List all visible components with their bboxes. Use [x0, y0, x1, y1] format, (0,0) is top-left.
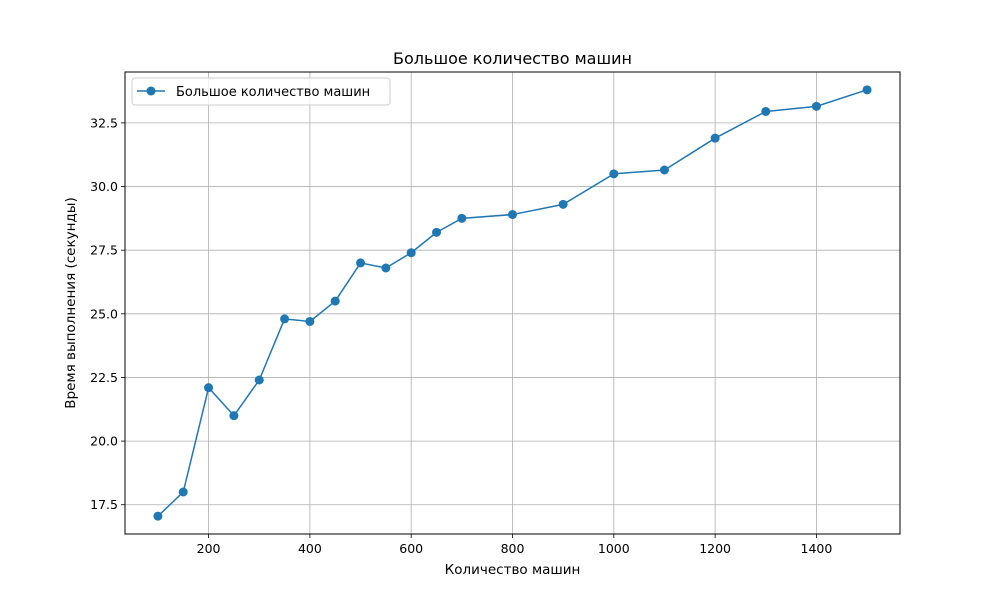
data-point — [305, 316, 315, 326]
data-point — [254, 375, 264, 385]
data-point — [609, 169, 619, 179]
x-tick-label: 1200 — [699, 541, 731, 556]
y-tick-label: 27.5 — [90, 243, 118, 258]
data-point — [558, 199, 568, 209]
chart-title: Большое количество машин — [393, 49, 632, 68]
x-tick-label: 1000 — [598, 541, 630, 556]
data-point — [204, 383, 214, 393]
data-point — [457, 213, 467, 223]
plot-area-frame — [124, 71, 901, 535]
data-point — [153, 511, 163, 521]
y-tick-label: 20.0 — [90, 434, 118, 449]
legend-marker-sample — [146, 86, 156, 96]
y-tick-label: 17.5 — [90, 497, 118, 512]
data-point — [710, 133, 720, 143]
data-point — [381, 263, 391, 273]
y-tick-label: 30.0 — [90, 179, 118, 194]
data-point — [811, 101, 821, 111]
x-tick-label: 400 — [298, 541, 322, 556]
y-tick-label: 22.5 — [90, 370, 118, 385]
series-layer — [153, 85, 872, 521]
x-tick-label: 800 — [501, 541, 525, 556]
data-point — [280, 314, 290, 324]
data-point — [330, 296, 340, 306]
legend-box — [131, 77, 391, 106]
data-point — [432, 227, 442, 237]
data-point — [761, 106, 771, 116]
data-point — [862, 85, 872, 95]
x-tick-label: 200 — [197, 541, 221, 556]
legend: Большое количество машин — [131, 77, 391, 106]
data-point — [356, 258, 366, 268]
axis-ticks: 200 400 600 800 1000 1200 1400 17.5 20.0 22.5 25.0… — [90, 115, 832, 556]
data-point — [178, 487, 188, 497]
y-tick-label: 25.0 — [90, 306, 118, 321]
y-tick-label: 32.5 — [90, 115, 118, 130]
legend-label: Большое количество машин — [176, 85, 370, 100]
data-point — [659, 165, 669, 175]
data-point — [229, 411, 239, 421]
data-point — [406, 248, 416, 258]
x-tick-label: 600 — [399, 541, 423, 556]
grid — [125, 72, 900, 534]
data-point — [508, 210, 517, 220]
x-tick-label: 1400 — [801, 541, 833, 556]
x-axis-title: Количество машин — [445, 562, 581, 578]
y-axis-title: Время выполнения (секунды) — [63, 197, 79, 408]
